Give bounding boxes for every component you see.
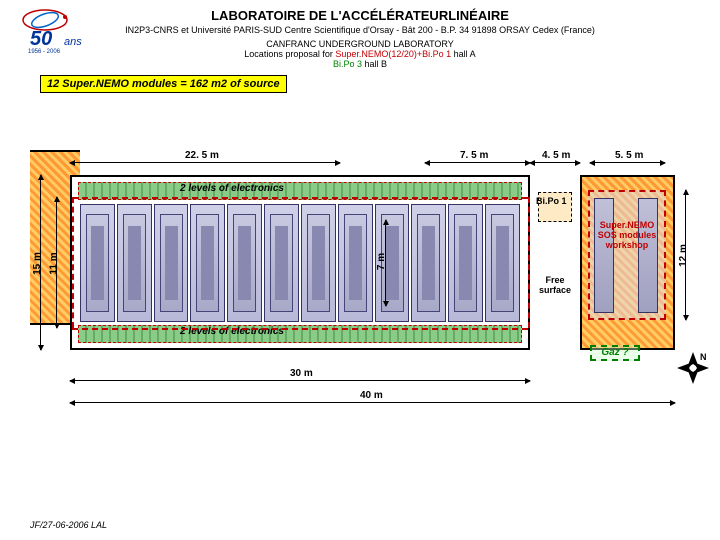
module [190,204,225,322]
red-dash-top [72,197,528,199]
module [448,204,483,322]
dim-label-40m: 40 m [360,390,383,401]
lab-logo: 50 ans 1956 - 2006 [20,5,110,55]
module [117,204,152,322]
dim-5-5m [590,162,665,163]
module [80,204,115,322]
gaz-box: Gaz ? [590,345,640,361]
module [227,204,262,322]
workshop-module [594,198,614,313]
dim-label-5-5: 5. 5 m [615,150,643,161]
red-dash-left [72,197,74,328]
module [154,204,189,322]
dim-label-15m: 15 m [32,252,43,275]
module [411,204,446,322]
floorplan-diagram: 22. 5 m 7. 5 m 4. 5 m 5. 5 m 2 levels of… [30,150,695,420]
module [485,204,520,322]
workshop-module [638,198,658,313]
dim-label-11m: 11 m [49,252,60,274]
red-dash-right [528,197,530,328]
dim-label-30m: 30 m [290,368,313,379]
dim-label-7m: 7 m [376,253,387,270]
free-surface-label: Free surface [532,275,578,295]
dim-7-5m [425,162,530,163]
dim-22-5m [70,162,340,163]
dim-4-5m [530,162,580,163]
workshop-label: Super.NEMO SOS modules workshop [586,220,668,250]
dim-label-12m: 12 m [678,244,689,267]
dim-label-4-5: 4. 5 m [542,150,570,161]
red-dash-bot [72,328,528,330]
svg-text:50: 50 [30,28,52,50]
module [264,204,299,322]
module [338,204,373,322]
bipo1-label: Bi.Po 1 [536,196,567,206]
dim-30m [70,380,530,381]
proposal-line2: Bi.Po 3 hall B [0,59,720,69]
dim-40m [70,402,675,403]
svg-text:N: N [700,352,707,362]
footer-credit: JF/27-06-2006 LAL [30,520,107,530]
dim-label-22-5: 22. 5 m [185,150,219,161]
module-row [80,204,520,322]
dim-label-7-5: 7. 5 m [460,150,488,161]
svg-text:1956 - 2006: 1956 - 2006 [28,49,61,55]
svg-text:ans: ans [64,36,82,48]
module [301,204,336,322]
module-count-highlight: 12 Super.NEMO modules = 162 m2 of source [40,75,287,93]
elec-label-top: 2 levels of electronics [180,183,284,194]
compass-icon: N [675,350,711,386]
